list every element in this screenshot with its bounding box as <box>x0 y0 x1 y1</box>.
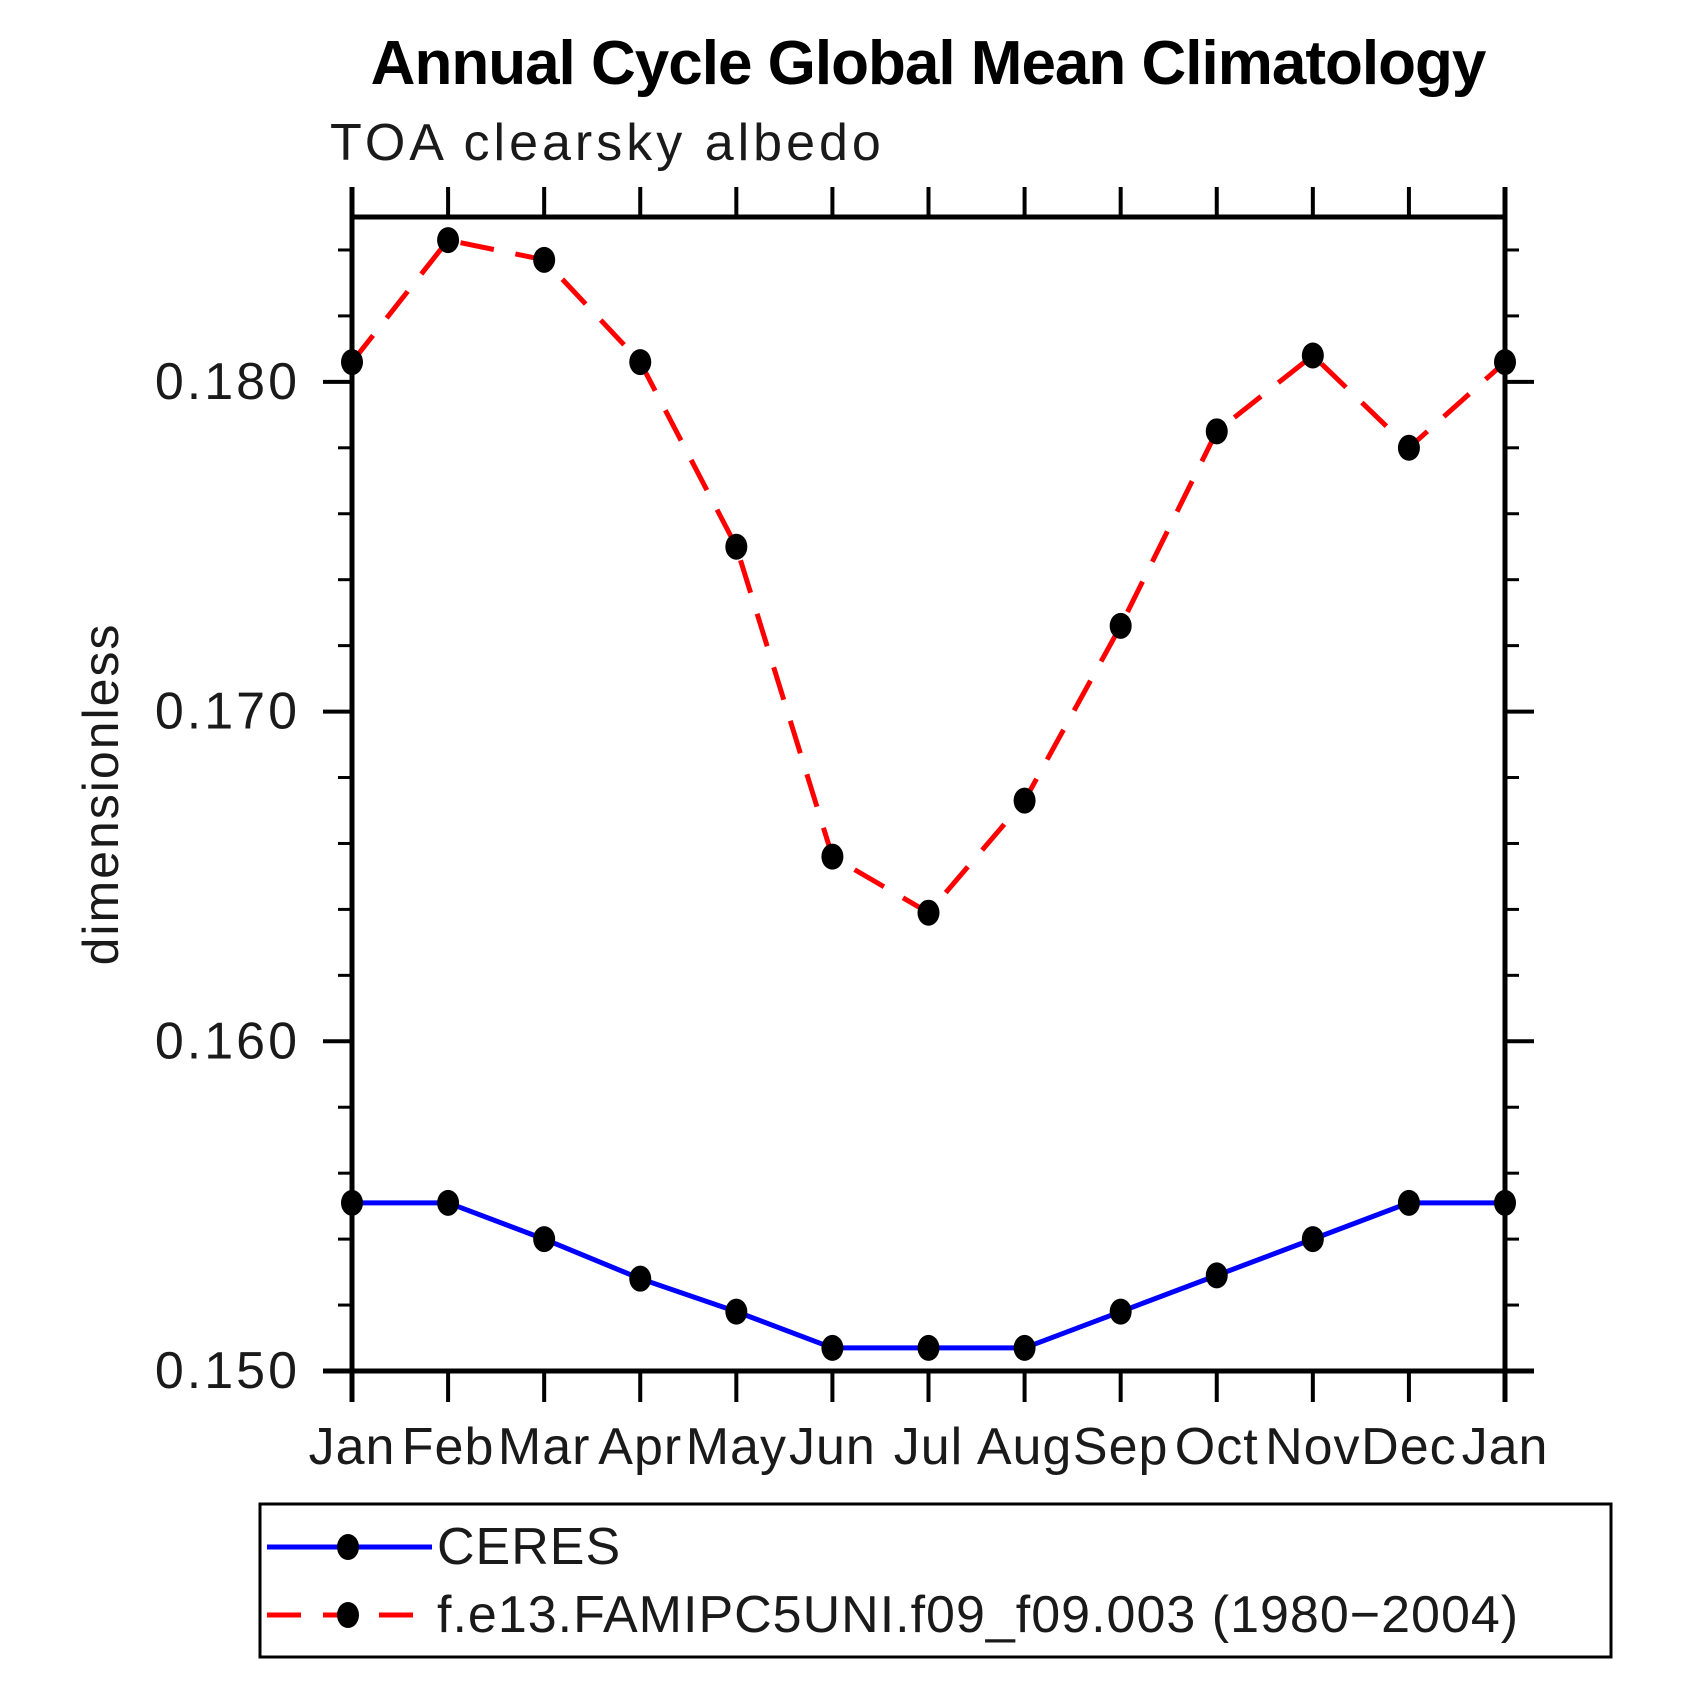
data-point-marker <box>533 246 556 273</box>
series-line-model <box>350 237 1507 916</box>
data-point-marker <box>1397 1189 1420 1216</box>
data-point-marker <box>1397 434 1420 461</box>
data-point-marker <box>341 1189 363 1216</box>
chart-subtitle: TOA clearsky albedo <box>330 114 885 172</box>
data-point-marker <box>821 843 844 870</box>
x-tick-label: Dec <box>1361 1418 1456 1476</box>
series-line-ceres <box>352 1200 1505 1351</box>
data-point-marker <box>1013 1334 1036 1361</box>
data-point-marker <box>1494 349 1516 376</box>
x-axis-month-labels: Jan Feb Mar Apr May Jun Jul Aug Sep Oct Nov Dec Jan <box>309 1418 1549 1476</box>
data-point-marker <box>341 349 363 376</box>
x-tick-label: Oct <box>1175 1418 1259 1476</box>
data-point-marker <box>917 1334 940 1361</box>
series-plot-area <box>341 227 1516 1361</box>
axes <box>323 187 1534 1402</box>
data-point-marker <box>821 1334 844 1361</box>
data-point-marker <box>1109 612 1132 639</box>
x-tick-label: Jan <box>309 1418 396 1476</box>
data-point-marker <box>437 227 460 254</box>
x-tick-label: Nov <box>1265 1418 1360 1476</box>
y-tick-label: 0.160 <box>155 1012 300 1070</box>
data-point-marker <box>437 1189 460 1216</box>
legend-border <box>258 1502 1613 1659</box>
x-tick-label: May <box>686 1418 787 1476</box>
x-tick-label: Aug <box>977 1418 1073 1476</box>
legend-label-model: f.e13.FAMIPC5UNI.f09_f09.003 (1980−2004) <box>437 1586 1519 1644</box>
data-point-marker <box>1301 1226 1324 1253</box>
x-tick-label: Feb <box>402 1418 495 1476</box>
y-axis-label: dimensionless <box>73 623 129 966</box>
data-point-marker <box>629 1265 652 1292</box>
page-title: Annual Cycle Global Mean Climatology <box>371 29 1487 98</box>
data-point-marker <box>1494 1189 1516 1216</box>
data-point-marker <box>533 1226 556 1253</box>
legend-box: CERES f.e13.FAMIPC5UNI.f09_f09.003 (1980… <box>258 1502 1613 1659</box>
x-tick-label: Jul <box>894 1418 963 1476</box>
data-point-marker <box>1205 418 1228 445</box>
data-point-marker <box>725 533 748 560</box>
data-point-marker <box>629 349 652 376</box>
legend-label-ceres: CERES <box>437 1518 621 1576</box>
legend-marker-dot <box>337 1534 359 1560</box>
legend-entry-model: f.e13.FAMIPC5UNI.f09_f09.003 (1980−2004) <box>267 1586 1519 1644</box>
x-tick-label: Jun <box>789 1418 876 1476</box>
legend-marker-dot <box>337 1602 359 1628</box>
y-axis-ticks <box>323 248 1534 1373</box>
x-tick-label: Jan <box>1462 1418 1549 1476</box>
data-point-marker <box>725 1298 748 1325</box>
y-tick-label: 0.170 <box>155 683 300 741</box>
x-axis-ticks <box>350 187 1507 1402</box>
data-point-marker <box>1301 342 1324 369</box>
x-tick-label: Sep <box>1073 1418 1169 1476</box>
data-point-marker <box>1013 787 1036 814</box>
y-axis-tick-labels: 0.150 0.160 0.170 0.180 <box>155 353 300 1400</box>
data-point-marker <box>1205 1262 1228 1289</box>
data-point-marker <box>917 899 940 926</box>
x-tick-label: Mar <box>498 1418 591 1476</box>
y-tick-label: 0.150 <box>155 1342 300 1400</box>
y-tick-label: 0.180 <box>155 353 300 411</box>
x-tick-label: Apr <box>598 1418 682 1476</box>
data-point-marker <box>1109 1298 1132 1325</box>
legend-entry-ceres: CERES <box>267 1518 621 1576</box>
